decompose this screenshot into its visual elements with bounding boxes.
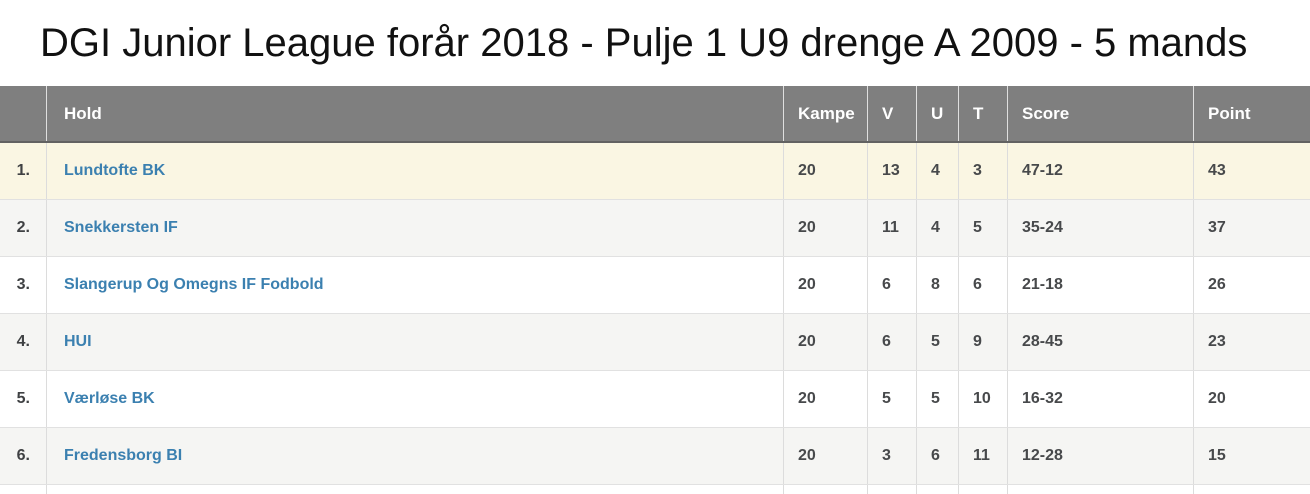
score-cell: 12-28 [1007, 428, 1193, 484]
wins-cell: 5 [867, 371, 916, 427]
table-row: 4. HUI 20 6 5 9 28-45 23 [0, 314, 1310, 371]
table-row: 6. Fredensborg BI 20 3 6 11 12-28 15 [0, 428, 1310, 485]
team-cell: Snekkersten IF [46, 200, 783, 256]
losses-cell: 9 [958, 314, 1007, 370]
position-cell: 6. [16, 447, 30, 464]
draws-cell: 6 [916, 428, 958, 484]
team-link[interactable]: Fredensborg BI [64, 447, 183, 464]
team-cell: Lundtofte BK [46, 143, 783, 199]
kampe-cell: 20 [783, 257, 867, 313]
score-cell: 28-45 [1007, 314, 1193, 370]
team-cell: Værløse BK [46, 371, 783, 427]
team-cell: Fredensborg BI [46, 428, 783, 484]
position-cell: 2. [16, 219, 30, 236]
wins-cell: 6 [867, 314, 916, 370]
header-u: U [916, 86, 958, 141]
draws-cell: 5 [916, 371, 958, 427]
table-body: 1. Lundtofte BK 20 13 4 3 47-12 43 2. Sn… [0, 143, 1310, 485]
losses-cell: 10 [958, 371, 1007, 427]
table-header-row: Hold Kampe V U T Score Point [0, 86, 1310, 143]
team-link[interactable]: HUI [64, 333, 92, 350]
kampe-cell: 20 [783, 200, 867, 256]
table-row: 2. Snekkersten IF 20 11 4 5 35-24 37 [0, 200, 1310, 257]
table-row-partial [0, 485, 1310, 494]
draws-cell: 4 [916, 143, 958, 199]
score-cell: 35-24 [1007, 200, 1193, 256]
kampe-cell: 20 [783, 143, 867, 199]
kampe-cell: 20 [783, 371, 867, 427]
table-row: 3. Slangerup Og Omegns IF Fodbold 20 6 8… [0, 257, 1310, 314]
point-cell: 26 [1193, 257, 1310, 313]
position-cell: 4. [16, 333, 30, 350]
point-cell: 37 [1193, 200, 1310, 256]
header-kampe: Kampe [783, 86, 867, 141]
score-cell: 21-18 [1007, 257, 1193, 313]
header-position [0, 86, 46, 141]
position-cell: 1. [16, 162, 30, 179]
wins-cell: 11 [867, 200, 916, 256]
losses-cell: 3 [958, 143, 1007, 199]
losses-cell: 11 [958, 428, 1007, 484]
header-t: T [958, 86, 1007, 141]
league-table: Hold Kampe V U T Score Point 1. Lundtoft… [0, 86, 1310, 494]
wins-cell: 6 [867, 257, 916, 313]
wins-cell: 3 [867, 428, 916, 484]
losses-cell: 6 [958, 257, 1007, 313]
point-cell: 20 [1193, 371, 1310, 427]
team-cell: HUI [46, 314, 783, 370]
team-link[interactable]: Snekkersten IF [64, 219, 178, 236]
point-cell: 43 [1193, 143, 1310, 199]
position-cell: 5. [16, 390, 30, 407]
table-row: 1. Lundtofte BK 20 13 4 3 47-12 43 [0, 143, 1310, 200]
draws-cell: 5 [916, 314, 958, 370]
header-v: V [867, 86, 916, 141]
position-cell: 3. [16, 276, 30, 293]
kampe-cell: 20 [783, 428, 867, 484]
header-hold: Hold [46, 86, 783, 141]
score-cell: 47-12 [1007, 143, 1193, 199]
team-link[interactable]: Lundtofte BK [64, 162, 166, 179]
team-link[interactable]: Slangerup Og Omegns IF Fodbold [64, 276, 324, 293]
header-point: Point [1193, 86, 1310, 141]
draws-cell: 8 [916, 257, 958, 313]
point-cell: 15 [1193, 428, 1310, 484]
page-title: DGI Junior League forår 2018 - Pulje 1 U… [40, 21, 1248, 65]
team-cell: Slangerup Og Omegns IF Fodbold [46, 257, 783, 313]
wins-cell: 13 [867, 143, 916, 199]
point-cell: 23 [1193, 314, 1310, 370]
table-row: 5. Værløse BK 20 5 5 10 16-32 20 [0, 371, 1310, 428]
score-cell: 16-32 [1007, 371, 1193, 427]
losses-cell: 5 [958, 200, 1007, 256]
kampe-cell: 20 [783, 314, 867, 370]
draws-cell: 4 [916, 200, 958, 256]
team-link[interactable]: Værløse BK [64, 390, 155, 407]
header-score: Score [1007, 86, 1193, 141]
